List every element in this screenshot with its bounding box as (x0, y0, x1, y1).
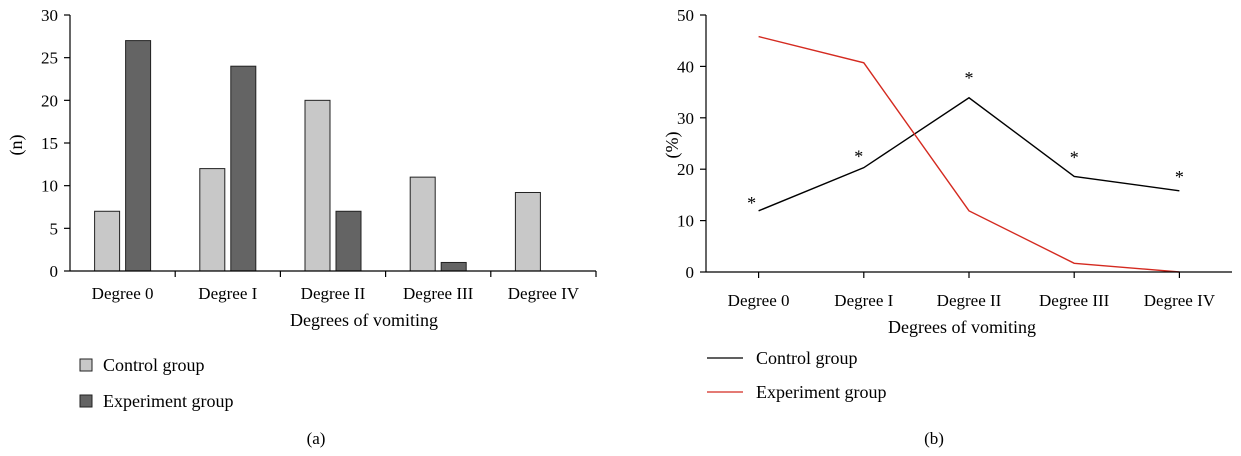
y-tick-label: 10 (41, 177, 58, 196)
panel-label-b: (b) (924, 429, 944, 448)
y-tick-label: 15 (41, 134, 58, 153)
y-tick-label: 30 (41, 6, 58, 25)
y-axis-title: (n) (6, 135, 27, 156)
bar-experiment-group (125, 40, 152, 272)
x-tick-label: Degree I (198, 284, 257, 303)
x-axis-title: Degrees of vomiting (888, 317, 1036, 337)
legend: Control group Experiment group (79, 355, 233, 411)
y-tick-label: 5 (50, 219, 59, 238)
x-tick-label: Degree I (834, 291, 893, 310)
bar-control-group (514, 191, 541, 272)
y-tick-label: 25 (41, 49, 58, 68)
bar-control-group (94, 210, 121, 272)
significance-marker: * (965, 68, 974, 88)
y-axis-ticks: 0 5 10 15 20 25 30 (41, 6, 70, 281)
legend-label-control: Control group (756, 348, 858, 368)
x-tick-label: Degree IV (508, 284, 580, 303)
line-control-group (758, 96, 1180, 212)
significance-marker: * (854, 147, 863, 167)
y-axis-title: (%) (662, 132, 683, 159)
y-tick-label: 0 (50, 262, 59, 281)
x-tick-label: Degree II (301, 284, 366, 303)
panel-label-a: (a) (307, 429, 326, 448)
bar-control-group (409, 176, 436, 272)
x-tick-label: Degree 0 (92, 284, 154, 303)
legend-label-control: Control group (103, 355, 205, 375)
x-tick-label: Degree 0 (728, 291, 790, 310)
y-axis-ticks: 0 10 20 30 40 50 (677, 6, 706, 282)
bars (94, 40, 541, 272)
bar-control-group (199, 168, 226, 272)
significance-marker: * (1070, 147, 1079, 167)
x-tick-label: Degree III (403, 284, 474, 303)
significance-markers: * * * * * (747, 68, 1184, 213)
y-tick-label: 50 (677, 6, 694, 25)
bar-experiment-group (440, 261, 467, 272)
y-tick-label: 40 (677, 57, 694, 76)
x-axis-ticks: Degree 0 Degree I Degree II Degree III Degre… (728, 272, 1216, 310)
y-tick-label: 0 (686, 263, 695, 282)
line-experiment-group (758, 35, 1180, 273)
bar-experiment-group (230, 65, 257, 272)
legend-swatch-experiment (79, 394, 93, 408)
y-tick-label: 20 (41, 91, 58, 110)
x-axis-ticks: Degree 0 Degree I Degree II Degree III Degre… (92, 271, 597, 303)
significance-marker: * (1175, 167, 1184, 187)
x-tick-label: Degree IV (1144, 291, 1216, 310)
y-tick-label: 30 (677, 109, 694, 128)
bar-experiment-group (335, 210, 362, 272)
y-tick-label: 20 (677, 160, 694, 179)
legend-label-experiment: Experiment group (103, 391, 233, 411)
bar-control-group (304, 99, 331, 272)
x-tick-label: Degree II (937, 291, 1002, 310)
x-tick-label: Degree III (1039, 291, 1110, 310)
legend-label-experiment: Experiment group (756, 382, 886, 402)
legend-swatch-control (79, 358, 93, 372)
y-tick-label: 10 (677, 212, 694, 231)
x-axis-title: Degrees of vomiting (290, 310, 438, 330)
significance-marker: * (747, 193, 756, 213)
series-lines (758, 35, 1180, 273)
legend: Control group Experiment group (707, 348, 886, 402)
